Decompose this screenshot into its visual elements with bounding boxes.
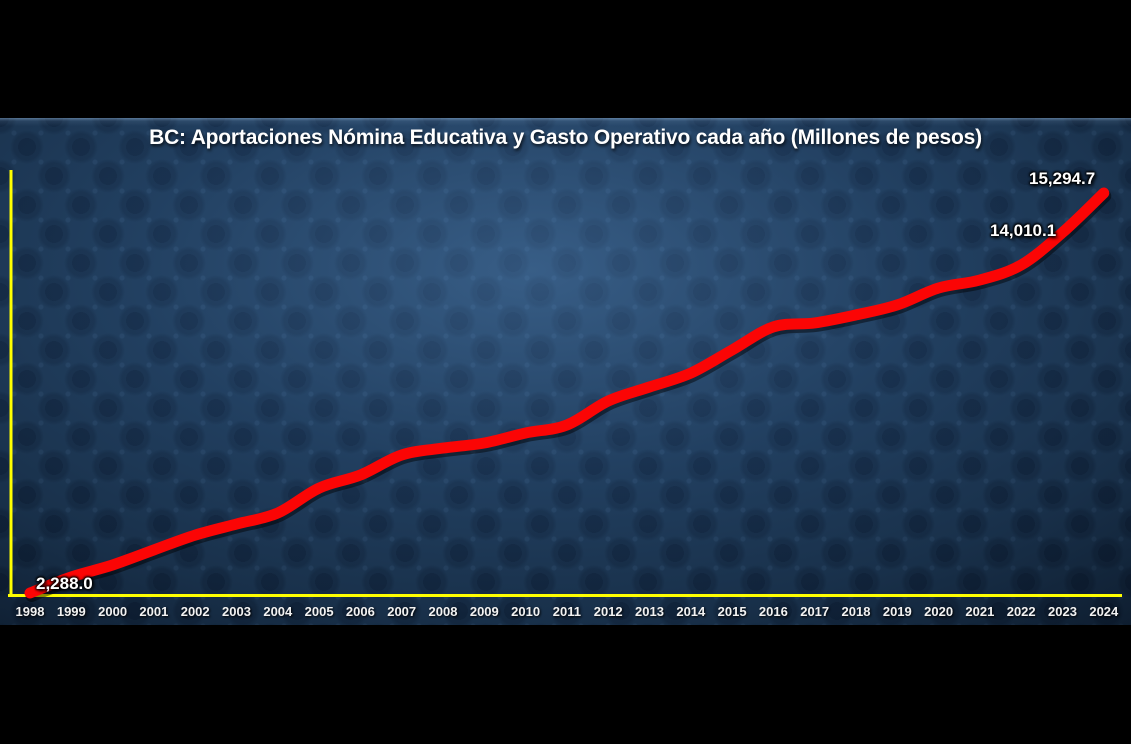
x-tick-label-2021: 2021 bbox=[965, 604, 995, 619]
x-tick-label-2016: 2016 bbox=[758, 604, 788, 619]
x-tick-label-2005: 2005 bbox=[304, 604, 334, 619]
x-tick-label-2014: 2014 bbox=[676, 604, 706, 619]
x-tick-label-2020: 2020 bbox=[924, 604, 954, 619]
x-tick-label-2017: 2017 bbox=[800, 604, 830, 619]
x-tick-label-2009: 2009 bbox=[469, 604, 499, 619]
x-tick-label-2019: 2019 bbox=[882, 604, 912, 619]
x-tick-label-2000: 2000 bbox=[98, 604, 128, 619]
x-tick-label-2006: 2006 bbox=[345, 604, 375, 619]
x-tick-label-2013: 2013 bbox=[635, 604, 664, 619]
x-tick-label-2018: 2018 bbox=[841, 604, 871, 619]
x-tick-label-2022: 2022 bbox=[1006, 604, 1036, 619]
letterbox-bottom bbox=[0, 625, 1131, 744]
x-tick-label-2007: 2007 bbox=[387, 604, 417, 619]
x-tick-label-1999: 1999 bbox=[56, 604, 86, 619]
x-tick-label-1998: 1998 bbox=[15, 604, 45, 619]
x-tick-label-2015: 2015 bbox=[717, 604, 747, 619]
x-tick-label-2003: 2003 bbox=[222, 604, 251, 619]
data-label-2023: 14,010.1 bbox=[990, 221, 1057, 240]
x-tick-label-2004: 2004 bbox=[263, 604, 293, 619]
x-tick-label-2024: 2024 bbox=[1089, 604, 1119, 619]
data-label-1998: 2,288.0 bbox=[36, 574, 93, 593]
slide-background: BC: Aportaciones Nómina Educativa y Gast… bbox=[0, 118, 1131, 625]
x-tick-label-2023: 2023 bbox=[1048, 604, 1077, 619]
x-tick-label-2012: 2012 bbox=[593, 604, 623, 619]
x-tick-label-2011: 2011 bbox=[552, 604, 581, 619]
x-tick-label-2010: 2010 bbox=[511, 604, 541, 619]
data-label-2024: 15,294.7 bbox=[1029, 169, 1096, 188]
x-tick-label-2002: 2002 bbox=[180, 604, 210, 619]
letterbox-top bbox=[0, 0, 1131, 118]
x-tick-label-2001: 2001 bbox=[139, 604, 169, 619]
chart-title: BC: Aportaciones Nómina Educativa y Gast… bbox=[149, 126, 982, 149]
x-tick-label-2008: 2008 bbox=[428, 604, 458, 619]
